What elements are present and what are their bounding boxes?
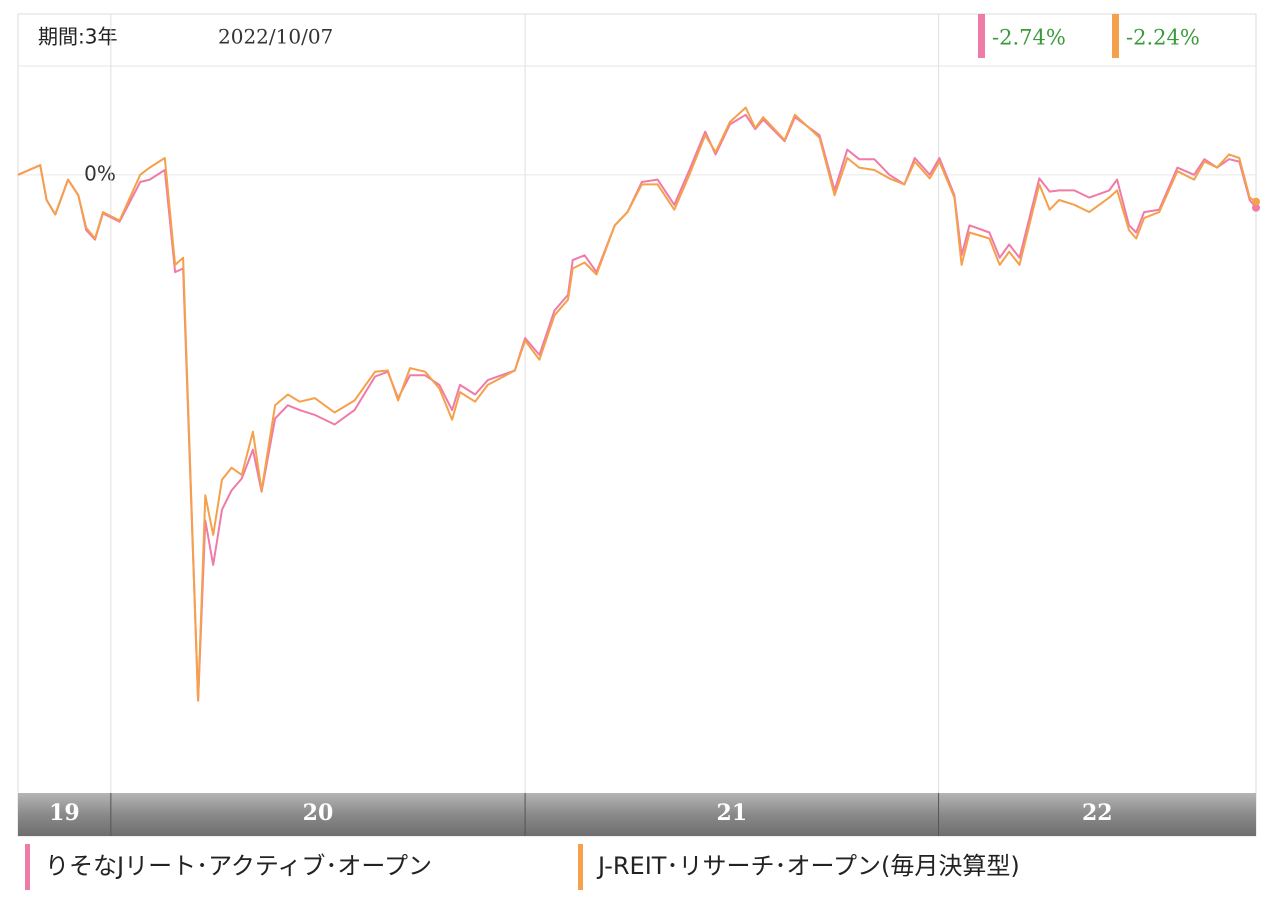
latest-value: -2.74%	[992, 26, 1066, 50]
chart: 期間:3年 2022/10/07 0%19 20 21 22-2.74% -2.24%	[17, 13, 1260, 837]
legend-label: J-REIT･リサーチ･オープン(毎月決算型)	[598, 852, 1020, 880]
x-tick-label: 20	[303, 800, 334, 826]
legend-label: りそなJリート･アクティブ･オープン	[45, 852, 432, 880]
latest-value: -2.24%	[1126, 26, 1200, 50]
period-label: 期間:3年	[38, 25, 117, 49]
end-point	[1252, 197, 1260, 206]
year-band	[18, 793, 1256, 836]
x-tick-label: 19	[49, 800, 80, 826]
legend-item: りそなJリート･アクティブ･オープン	[25, 842, 432, 890]
plot-frame	[17, 13, 1257, 837]
series-line	[17, 106, 1257, 702]
legend-swatch	[25, 844, 30, 890]
header-legend-swatch	[1112, 14, 1119, 58]
x-tick-label: 21	[717, 800, 748, 826]
legend-item: J-REIT･リサーチ･オープン(毎月決算型)	[578, 842, 1020, 890]
date-label: 2022/10/07	[218, 25, 333, 49]
legend-swatch	[578, 844, 583, 890]
x-tick-label: 22	[1082, 800, 1113, 826]
header-legend-swatch	[978, 14, 985, 58]
end-point	[1252, 203, 1260, 212]
